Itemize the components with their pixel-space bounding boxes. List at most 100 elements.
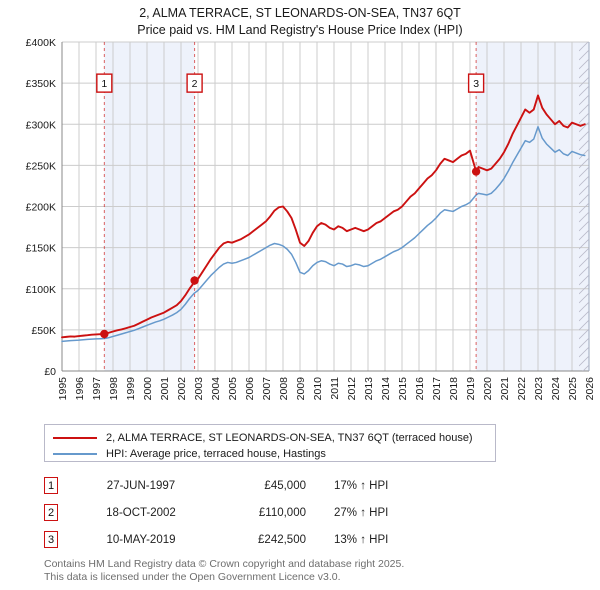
y-axis-tick-label: £350K xyxy=(26,78,56,90)
series-line-hpi xyxy=(61,125,586,343)
x-axis-tick-label: 2013 xyxy=(363,377,375,401)
hatch-line xyxy=(579,319,589,331)
y-axis-tick-label: £100K xyxy=(26,284,56,296)
sale-badge-marker[interactable] xyxy=(96,73,113,93)
sale-badge-marker[interactable] xyxy=(467,73,485,93)
x-axis-tick-label: 2003 xyxy=(193,377,205,401)
y-axis-tick-label: £150K xyxy=(26,243,56,255)
sale-point-marker[interactable] xyxy=(471,167,481,176)
sale-badge-marker[interactable] xyxy=(186,73,203,93)
page-title: 2, ALMA TERRACE, ST LEONARDS-ON-SEA, TN3… xyxy=(0,0,600,39)
sale-date-2: 18-OCT-2002 xyxy=(106,506,176,519)
hatch-line xyxy=(579,301,589,313)
x-axis-tick-label: 2004 xyxy=(210,377,222,401)
hatch-line xyxy=(579,283,589,295)
x-axis-tick-label: 1999 xyxy=(125,377,137,401)
x-axis-tick-label: 2006 xyxy=(244,377,256,401)
series-line-price-paid xyxy=(61,94,586,339)
x-axis-tick-label: 2009 xyxy=(295,377,307,401)
x-axis-tick-label: 2015 xyxy=(397,377,409,401)
sale-point-marker[interactable] xyxy=(100,329,109,339)
x-axis-tick-label: 2023 xyxy=(533,377,545,401)
y-axis-tick-label: £400K xyxy=(26,37,56,49)
x-axis-tick-label: 2014 xyxy=(380,377,392,401)
legend-item-hpi: HPI: Average price, terraced house, Hast… xyxy=(53,446,487,461)
sale-price-2: £110,000 xyxy=(258,506,306,519)
hatch-line xyxy=(579,220,589,232)
sale-badge-1: 1 xyxy=(44,477,58,494)
title-line-2: Price paid vs. HM Land Registry's House … xyxy=(137,23,463,37)
hatch-line xyxy=(579,175,589,187)
legend-swatch-hpi xyxy=(53,452,97,455)
x-axis-tick-label: 2008 xyxy=(278,377,290,401)
x-axis-tick-label: 2018 xyxy=(448,377,460,401)
hatch-line xyxy=(579,229,589,241)
footer-line-1: Contains HM Land Registry data © Crown c… xyxy=(44,558,405,570)
sale-hpi-1: 17% ↑ HPI xyxy=(334,479,389,492)
hatch-line xyxy=(579,148,589,160)
footer-line-2: This data is licensed under the Open Gov… xyxy=(44,570,341,583)
hatch-line xyxy=(579,103,589,115)
legend-swatch-price-paid xyxy=(53,436,97,439)
sale-badge-3: 3 xyxy=(44,531,58,548)
hatch-line xyxy=(579,337,589,349)
y-axis-tick-label: £200K xyxy=(26,202,56,214)
hatch-line xyxy=(579,121,589,133)
legend-label-price-paid: 2, ALMA TERRACE, ST LEONARDS-ON-SEA, TN3… xyxy=(106,431,473,444)
x-axis-tick-label: 2000 xyxy=(142,377,154,401)
x-axis-tick-label: 2022 xyxy=(516,377,528,401)
x-axis-tick-label: 2005 xyxy=(227,377,239,401)
y-axis-tick-label: £50K xyxy=(31,325,56,337)
sale-badge-number: 3 xyxy=(473,78,479,90)
sale-price-1: £45,000 xyxy=(264,479,306,492)
hatch-line xyxy=(579,112,589,124)
hatch-line xyxy=(579,76,589,88)
x-axis-tick-label: 2024 xyxy=(550,377,562,401)
hatch-line xyxy=(579,247,589,259)
footer-attribution: Contains HM Land Registry data © Crown c… xyxy=(44,558,574,583)
x-axis-tick-label: 2011 xyxy=(329,377,341,400)
y-axis-tick-label: £250K xyxy=(26,160,56,172)
hatch-line xyxy=(579,49,589,61)
x-axis-tick-label: 2021 xyxy=(499,377,511,401)
sale-date-1: 27-JUN-1997 xyxy=(106,479,176,492)
hatch-line xyxy=(579,265,589,277)
x-axis-tick-label: 2002 xyxy=(176,377,188,401)
x-axis-tick-label: 1997 xyxy=(91,377,103,401)
hatch-line xyxy=(579,256,589,268)
table-row: 2 18-OCT-2002 £110,000 27% ↑ HPI xyxy=(44,499,504,526)
x-axis-tick-label: 2026 xyxy=(584,377,596,401)
sale-point-marker[interactable] xyxy=(190,276,199,285)
sale-price-3: £242,500 xyxy=(258,533,306,546)
title-line-1: 2, ALMA TERRACE, ST LEONARDS-ON-SEA, TN3… xyxy=(139,6,461,20)
x-axis-tick-label: 2010 xyxy=(312,377,324,401)
hatch-line xyxy=(579,355,589,367)
table-row: 3 10-MAY-2019 £242,500 13% ↑ HPI xyxy=(44,526,504,553)
hatch-line xyxy=(579,292,589,304)
price-history-chart: £0 £50K £100K £150K £200K £250K £300K £350K £400… xyxy=(26,37,596,401)
hatch-line xyxy=(579,193,589,205)
x-axis-tick-label: 2016 xyxy=(414,377,426,401)
hatch-line xyxy=(579,42,589,52)
hatch-line xyxy=(579,274,589,286)
sales-table: 1 27-JUN-1997 £45,000 17% ↑ HPI 2 18-OCT… xyxy=(44,472,504,553)
hatch-line xyxy=(579,94,589,106)
hatch-line xyxy=(579,202,589,214)
x-axis-tick-label: 1996 xyxy=(74,377,86,401)
x-axis-tick-label: 2017 xyxy=(431,377,443,401)
hatch-line xyxy=(579,310,589,322)
x-axis-tick-label: 2025 xyxy=(567,377,579,401)
hatch-line xyxy=(579,58,589,70)
hatch-line xyxy=(579,85,589,97)
hatch-line xyxy=(579,238,589,250)
hatch-line xyxy=(579,211,589,223)
hatch-line xyxy=(579,130,589,142)
sale-badge-number: 1 xyxy=(101,78,107,90)
hatch-line xyxy=(579,166,589,178)
hatch-line xyxy=(579,346,589,358)
chart-legend: 2, ALMA TERRACE, ST LEONARDS-ON-SEA, TN3… xyxy=(44,424,496,462)
hatch-line xyxy=(582,364,589,371)
hatch-line xyxy=(579,328,589,340)
x-axis-tick-label: 1998 xyxy=(108,377,120,401)
hatch-line xyxy=(579,184,589,196)
